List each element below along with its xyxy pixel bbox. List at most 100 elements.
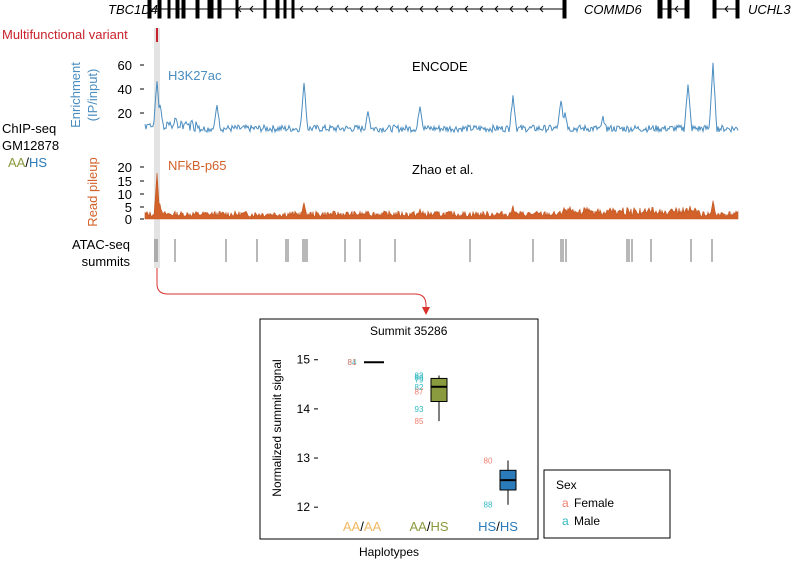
legend-title: Sex [556,478,577,492]
gene-direction-arrow [237,5,242,13]
legend-frame [543,469,671,539]
boxplot-ytick-label: 15 [297,353,311,367]
boxplot-point-label: 85 [415,417,424,426]
nfkb-name: NFkB-p65 [168,158,227,173]
gene-direction-arrow [249,5,254,13]
h3k27ac-name: H3K27ac [168,68,222,83]
gene-exon [657,0,663,19]
gene-direction-arrow [494,5,499,13]
gene-direction-arrow [434,5,439,13]
h3k27ac-tick-20: 20 [118,106,132,121]
nfkb-ylabel: Read pileup [85,157,100,226]
gene-exon [291,0,295,19]
legend-male-mark: a [562,514,569,528]
h3k27ac-source: ENCODE [412,59,468,74]
chip-label-line2: GM12878 [2,138,59,153]
atac-label-1: ATAC-seq [72,237,130,252]
legend-male-label: Male [574,514,600,528]
nfkb-tick-20: 20 [118,160,132,175]
nfkb-signal [144,172,739,220]
gene-track: TBC1D4 COMMD6 UCHL3 [108,0,791,19]
gene-label-tbc1d4: TBC1D4 [108,2,158,17]
h3k27ac-track: Enrichment (IP/input) 20 40 60 H3K27ac E… [68,58,739,134]
gene-exon [283,0,287,19]
boxplot-point-label: 86 [415,373,424,382]
gene-direction-arrow [419,5,424,13]
boxplot-ytick-label: 13 [297,451,311,465]
sex-legend: Sex a Female a Male [543,469,671,539]
gene-exon [263,0,267,19]
boxplot-xtick-label: HS/HS [478,519,518,534]
boxplot-group: 80 88 [484,456,517,510]
gene-direction-arrow [329,5,334,13]
atac-track: ATAC-seq summits [72,237,713,269]
gene-exon [712,0,717,19]
boxplot-xlabel: Haplotypes [359,545,419,559]
gene-direction-arrow [314,5,319,13]
gene-exon [195,0,200,19]
nfkb-tick-0: 0 [125,212,132,227]
gene-direction-arrow [359,5,364,13]
gene-direction-arrow [404,5,409,13]
h3k27ac-signal [144,62,739,134]
boxplot-point-label: 80 [484,456,493,465]
gene-direction-arrow [464,5,469,13]
boxplot-point-label: 87 [415,388,424,397]
gene-exon [667,0,672,19]
boxplot-ylabel: Normalized summit signal [270,359,284,496]
boxplot-panel: Summit 35286 Normalized summit signal Ha… [259,318,539,559]
gene-direction-arrow [509,5,514,13]
boxplot-frame [259,318,539,540]
h3k27ac-tick-60: 60 [118,58,132,73]
chip-label-line1: ChIP-seq [2,121,56,136]
nfkb-tick-5: 5 [125,200,132,215]
h3k27ac-tick-40: 40 [118,82,132,97]
gene-direction-arrow [724,5,729,13]
gene-exon [147,0,152,19]
gene-direction-arrow [299,5,304,13]
boxplot-point-label: 82 [415,383,424,392]
boxplot-point-label: 93 [415,405,424,414]
gene-exon [167,0,171,19]
nfkb-track: Read pileup 0 5 10 15 20 NFkB-p65 Zhao e… [85,157,739,227]
boxplot-ytick-label: 12 [297,500,311,514]
gene-direction-arrow [374,5,379,13]
gene-direction-arrow [344,5,349,13]
legend-female-mark: a [562,496,569,510]
gene-direction-arrow [524,5,529,13]
atac-label-2: summits [82,254,131,269]
boxplot-point-label: 79 [415,375,424,384]
nfkb-source: Zhao et al. [412,162,473,177]
boxplot-title: Summit 35286 [370,324,448,338]
gene-label-uchl3: UCHL3 [748,2,791,17]
gene-exon [735,0,740,19]
gene-exon [562,0,567,19]
boxplot-point-label: 88 [484,501,493,510]
connector-arrowhead [422,307,430,315]
h3k27ac-ylabel-2: (IP/input) [85,69,100,122]
gene-label-commd6: COMMD6 [584,2,643,17]
boxplot-ytick-label: 14 [297,402,311,416]
boxplot-point-label: 81 [348,358,357,367]
chip-label-haplotypes: AA/HS [8,155,47,170]
boxplot-box [430,377,448,403]
gene-direction-arrow [479,5,484,13]
gene-direction-arrow [539,5,544,13]
legend-female-label: Female [574,496,614,510]
gene-exon [181,0,186,19]
gene-exon [157,0,162,19]
connector-arrow [156,268,427,308]
gene-exon [684,0,690,19]
gene-exon [175,0,180,19]
gene-direction-arrow [449,5,454,13]
variant-highlight [154,28,160,268]
gene-direction-arrow [674,5,679,13]
boxplot-xtick-label: AA/AA [343,519,382,534]
gene-exon [275,0,280,19]
nfkb-tick-10: 10 [118,187,132,202]
variant-label: Multifunctional variant [2,27,128,42]
boxplot-xtick-label: AA/HS [409,519,448,534]
